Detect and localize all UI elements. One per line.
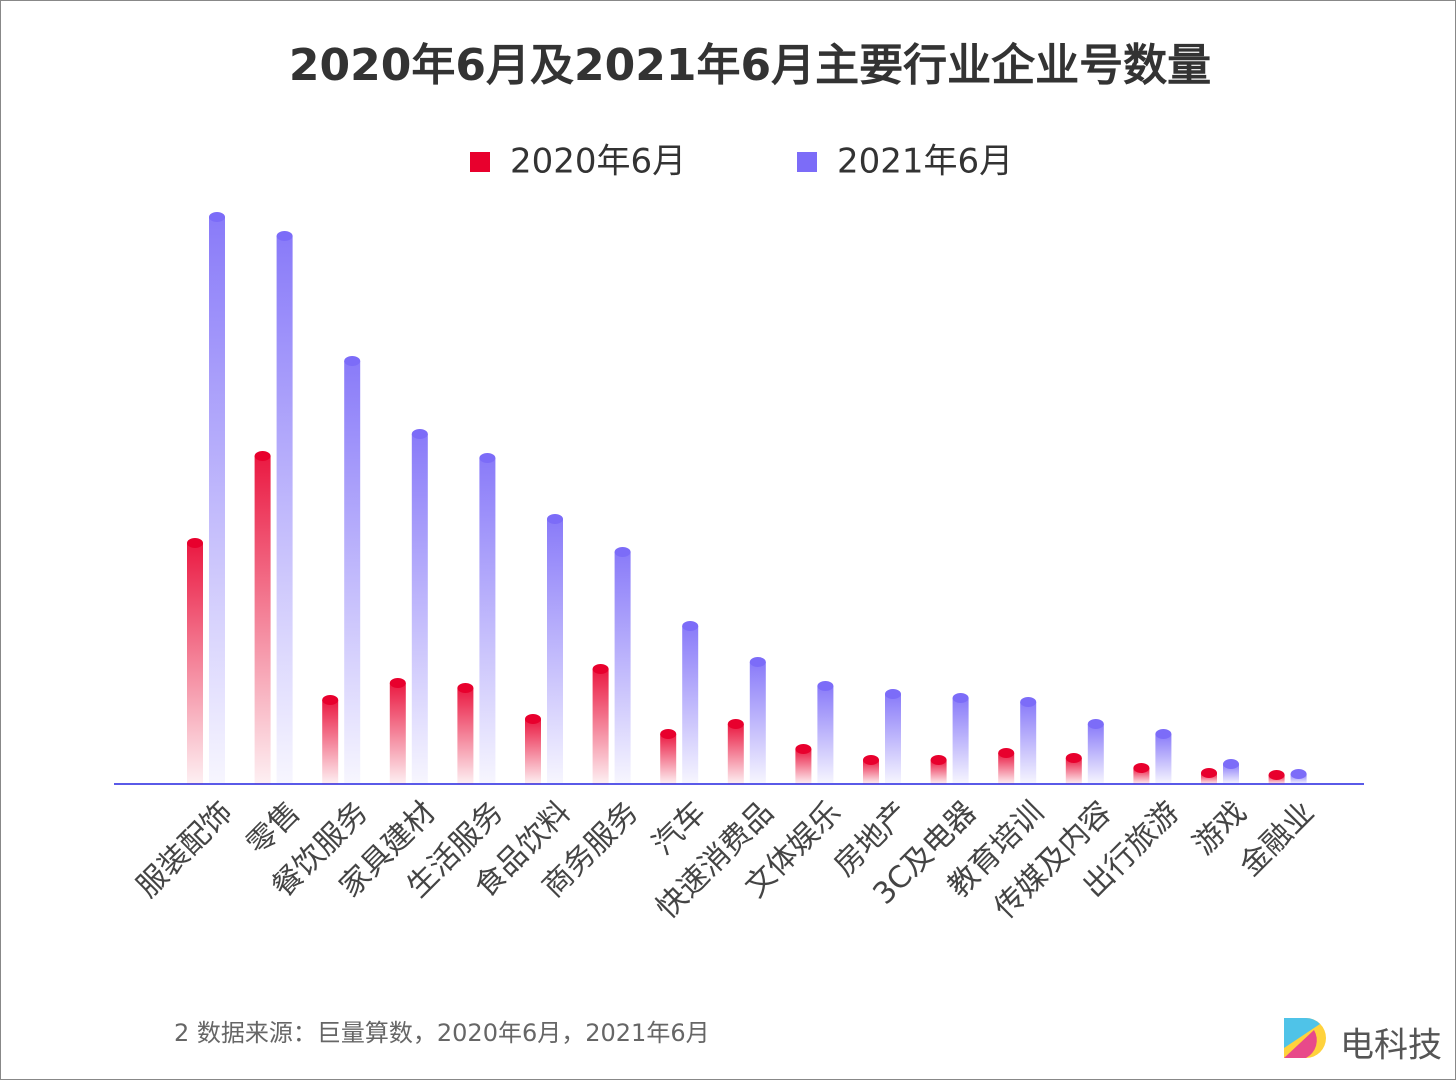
bar [1201,773,1217,784]
bar-cap [1087,719,1104,729]
bar [660,734,677,784]
bar-cap [344,356,361,366]
bar [1155,734,1172,784]
bar [1065,758,1082,784]
legend-label: 2021年6月 [837,142,1013,182]
source-note: 2 数据来源：巨量算数，2020年6月，2021年6月 [174,1019,710,1047]
bar-cap [660,729,677,739]
bar [998,753,1015,784]
bar [525,719,541,784]
bar-cap [817,681,834,691]
bar [411,434,428,784]
bar-cap [322,695,339,705]
bar-cap [749,657,766,667]
bar [344,361,361,784]
legend-swatch [797,152,817,172]
bar [1020,702,1037,784]
bar-cap [930,755,947,765]
bar [952,698,969,784]
bar-cap [1133,763,1150,773]
logo-text: 电科技 [1340,1026,1442,1066]
bar-cap [1290,769,1307,779]
bar [749,662,766,784]
bar-cap [457,683,474,693]
bar-cap [614,547,631,557]
bar-cap [209,212,225,222]
bar [727,724,744,784]
logo-icon [1284,1018,1320,1048]
bar [795,749,812,784]
bar-cap [1201,768,1217,778]
bar [254,456,271,784]
bar [614,552,631,784]
bar [885,694,901,784]
bar-cap [592,664,609,674]
bar-cap [1223,759,1239,769]
bar [209,217,225,784]
bar-cap [547,514,563,524]
x-tick-label: 服装配饰 [130,795,240,905]
bar-cap [276,231,293,241]
bar [817,686,834,784]
bar [682,626,699,784]
bar-cap [885,689,901,699]
logo-icon [1284,1030,1317,1058]
bar-cap [1065,753,1082,763]
bar [1223,764,1239,784]
bar-cap [795,744,812,754]
bar [547,519,563,784]
bar-cap [682,621,699,631]
bar-cap [479,453,496,463]
bar-cap [389,678,406,688]
bar [1087,724,1104,784]
bar-cap [411,429,428,439]
bar [592,669,609,784]
bar-cap [998,748,1015,758]
bar-cap [1155,729,1172,739]
bar [322,700,339,784]
bar-cap [1268,770,1285,780]
bar [930,760,947,784]
bar-cap [863,755,879,765]
bar [187,543,203,784]
x-tick-label: 金融业 [1233,795,1321,883]
bar [389,683,406,784]
legend-label: 2020年6月 [510,142,686,182]
bar [863,760,879,784]
chart-title: 2020年6月及2021年6月主要行业企业号数量 [289,40,1211,91]
bar-cap [952,693,969,703]
bar [457,688,474,784]
legend-swatch [470,152,490,172]
bar [479,458,496,784]
logo: 电科技 [1284,1018,1442,1066]
bar-cap [254,451,271,461]
bar [276,236,293,784]
bar-cap [727,719,744,729]
bar-cap [525,714,541,724]
bar-cap [1020,697,1037,707]
bar-cap [187,538,203,548]
